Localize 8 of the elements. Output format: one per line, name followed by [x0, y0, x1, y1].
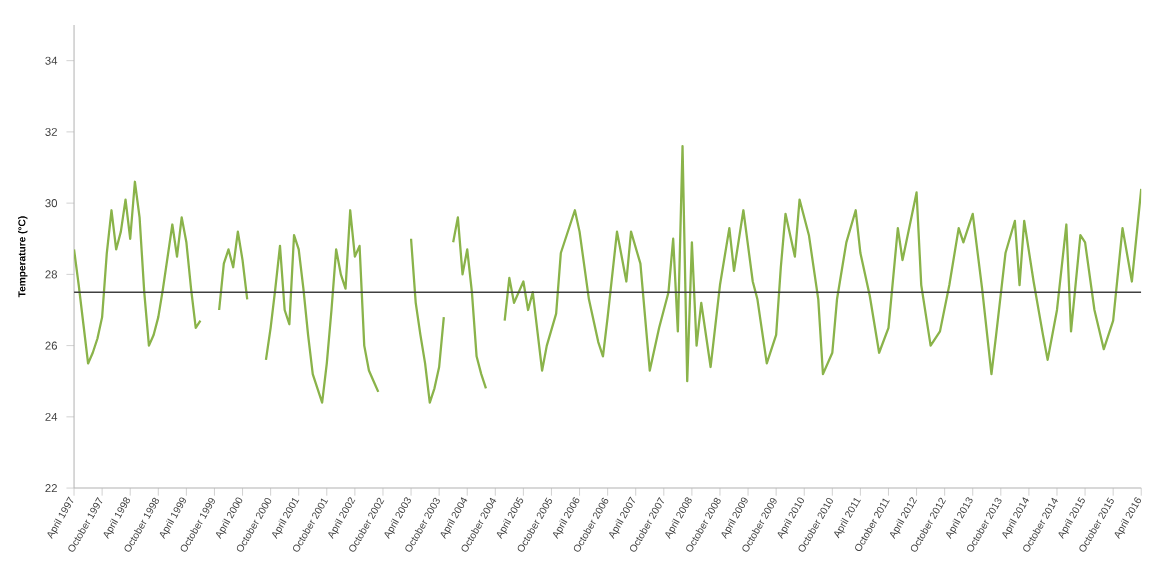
y-tick-label: 28: [45, 270, 58, 279]
y-tick-label: 22: [45, 484, 57, 493]
y-axis-title: Temperature (°C): [18, 216, 28, 298]
y-tick-label: 32: [45, 127, 57, 136]
y-tick-label: 30: [45, 199, 58, 208]
y-tick-label: 34: [45, 56, 58, 65]
y-tick-label: 26: [45, 341, 58, 350]
y-tick-label: 24: [45, 412, 58, 421]
